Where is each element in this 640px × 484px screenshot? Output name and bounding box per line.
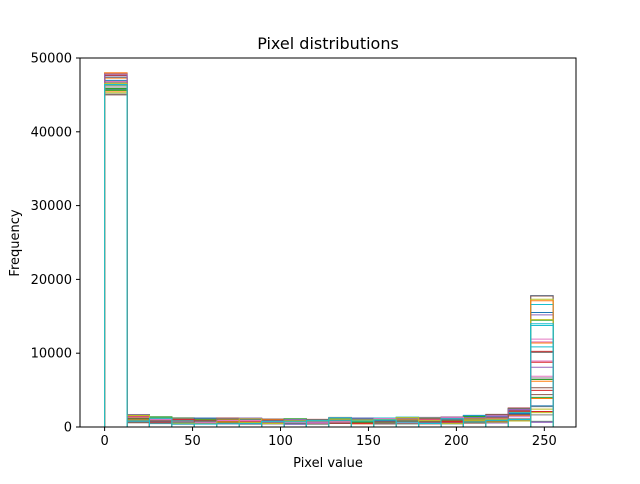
x-tick-label: 0 — [100, 434, 108, 449]
y-tick-label: 40000 — [31, 125, 72, 140]
y-tick-label: 30000 — [31, 199, 72, 214]
plot-frame — [79, 57, 577, 428]
y-axis-ticks: 0 10000 20000 30000 40000 50000 — [31, 52, 80, 436]
x-tick-label: 200 — [444, 434, 469, 449]
y-axis-label: Frequency — [8, 209, 23, 276]
y-tick-label: 50000 — [31, 52, 72, 67]
y-tick-label: 10000 — [31, 347, 72, 362]
chart-title: Pixel distributions — [257, 34, 399, 53]
x-tick-label: 250 — [532, 434, 557, 449]
y-tick-label: 20000 — [31, 273, 72, 288]
x-axis-label: Pixel value — [293, 456, 363, 471]
histogram-series-layer — [104, 72, 554, 427]
x-tick-label: 150 — [356, 434, 381, 449]
x-axis-ticks: 0 50 100 150 200 250 — [100, 427, 557, 449]
x-tick-label: 100 — [268, 434, 293, 449]
y-tick-label: 0 — [64, 421, 72, 436]
histogram-series — [104, 83, 554, 427]
x-tick-label: 50 — [184, 434, 201, 449]
